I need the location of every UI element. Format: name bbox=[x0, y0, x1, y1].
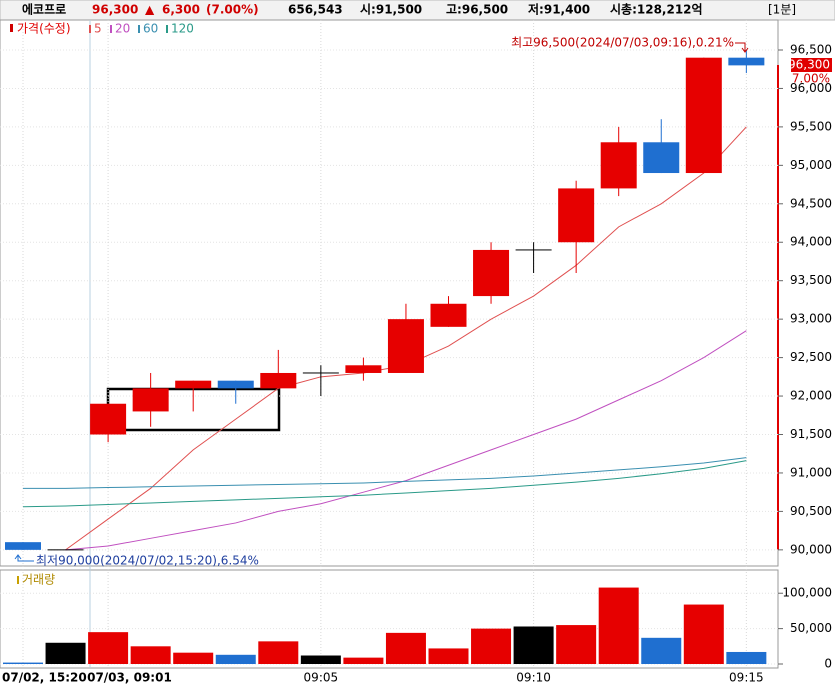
y-tick-label: 92,000 bbox=[790, 389, 832, 403]
price-tag-bg bbox=[791, 58, 832, 72]
volume-bar bbox=[130, 646, 171, 664]
y-tick-label: 93,000 bbox=[790, 312, 832, 326]
candle-body bbox=[260, 372, 297, 389]
moving-average bbox=[22, 460, 747, 508]
volume-bar bbox=[726, 651, 767, 664]
moving-average bbox=[23, 457, 747, 489]
x-tick-label: 09:15 bbox=[729, 671, 764, 685]
y-tick-label: 96,000 bbox=[790, 81, 832, 95]
candle-body bbox=[90, 403, 127, 435]
candle-body bbox=[387, 319, 424, 373]
candle-body bbox=[600, 142, 637, 189]
volume-bar bbox=[641, 637, 682, 664]
candle-body bbox=[515, 249, 552, 251]
legend-marker bbox=[10, 24, 13, 32]
candle-body bbox=[302, 372, 339, 374]
candle-body bbox=[175, 380, 212, 389]
legend-label: 120 bbox=[171, 22, 194, 36]
y-tick-label: 50,000 bbox=[790, 621, 832, 635]
legend-swatch bbox=[166, 25, 168, 33]
candle-body bbox=[47, 549, 84, 551]
legend-swatch bbox=[17, 576, 19, 584]
low: 저:91,400 bbox=[528, 2, 590, 17]
y-tick-label: 94,500 bbox=[790, 196, 832, 210]
volume: 656,543 bbox=[288, 3, 343, 17]
legend-label: 가격(수정) bbox=[17, 22, 71, 36]
high: 고:96,500 bbox=[446, 3, 508, 17]
y-tick-label: 93,500 bbox=[790, 273, 832, 287]
y-tick-label: 91,500 bbox=[790, 427, 832, 441]
price-panel bbox=[0, 19, 779, 567]
candle-body bbox=[430, 303, 467, 327]
candle-body bbox=[473, 249, 510, 297]
volume-bar bbox=[88, 632, 129, 664]
y-tick-label: 92,500 bbox=[790, 350, 832, 364]
legend-swatch bbox=[110, 25, 112, 33]
volume-bar bbox=[471, 628, 512, 664]
candle-body bbox=[5, 542, 41, 550]
high-annotation: 최고96,500(2024/07/03,09:16),0.21% bbox=[511, 36, 734, 50]
y-tick-label: 90,000 bbox=[790, 542, 832, 556]
stock-name: 에코프로 bbox=[22, 2, 66, 17]
y-tick-label: 100,000 bbox=[782, 586, 832, 600]
price-tag: 96,300 bbox=[788, 58, 830, 72]
y-tick-label: 95,500 bbox=[790, 119, 832, 133]
change: 6,300 bbox=[162, 3, 200, 17]
volume-bar bbox=[556, 625, 597, 664]
low-annotation: 최저90,000(2024/07/02,15:20),6.54% bbox=[36, 554, 259, 568]
x-tick-label: 07/02, 15:20 bbox=[2, 671, 87, 685]
volume-bar bbox=[428, 648, 469, 664]
legend-label: 5 bbox=[94, 22, 102, 36]
candle-body bbox=[132, 388, 169, 412]
y-tick-label: 90,500 bbox=[790, 504, 832, 518]
volume-bar bbox=[258, 641, 299, 664]
period[interactable]: [1분] bbox=[768, 3, 796, 17]
volume-bar bbox=[300, 655, 341, 664]
candle-body bbox=[217, 380, 254, 389]
volume-bar bbox=[598, 587, 639, 664]
volume-bar bbox=[513, 626, 554, 664]
legend-swatch bbox=[138, 25, 140, 33]
y-tick-label: 95,000 bbox=[790, 158, 832, 172]
volume-bar bbox=[385, 632, 426, 664]
low-arrow bbox=[14, 554, 34, 562]
x-tick-label: 09:05 bbox=[304, 671, 339, 685]
volume-bar bbox=[173, 652, 214, 664]
volume-bar bbox=[683, 604, 724, 664]
candle-body bbox=[685, 57, 722, 174]
price: 96,300 bbox=[92, 3, 138, 17]
legend-swatch bbox=[89, 25, 91, 33]
volume-bar bbox=[3, 662, 43, 664]
change-pct: (7.00%) bbox=[206, 3, 259, 17]
legend-label: 20 bbox=[115, 22, 130, 36]
y-tick-label: 94,000 bbox=[790, 235, 832, 249]
y-tick-label: 0 bbox=[824, 657, 832, 671]
candle-body bbox=[643, 142, 680, 174]
moving-average bbox=[65, 330, 747, 551]
market-cap: 시총:128,212억 bbox=[610, 2, 703, 17]
volume-bar bbox=[45, 642, 86, 664]
x-tick-label: 07/03, 09:01 bbox=[87, 671, 172, 685]
volume-title: 거래량 bbox=[22, 573, 55, 587]
change-tag: 7.00% bbox=[792, 72, 830, 86]
arrow: ▲ bbox=[145, 3, 155, 17]
y-tick-label: 96,500 bbox=[790, 42, 832, 56]
volume-bar bbox=[343, 657, 384, 664]
candle-body bbox=[728, 57, 765, 66]
candle-body bbox=[345, 365, 382, 373]
x-tick-label: 09:10 bbox=[516, 671, 551, 685]
y-tick-label: 91,000 bbox=[790, 465, 832, 479]
legend-label: 60 bbox=[143, 22, 158, 36]
high-arrow bbox=[735, 42, 749, 53]
open: 시:91,500 bbox=[360, 3, 422, 17]
candle-body bbox=[558, 188, 595, 243]
volume-bar bbox=[215, 654, 256, 664]
